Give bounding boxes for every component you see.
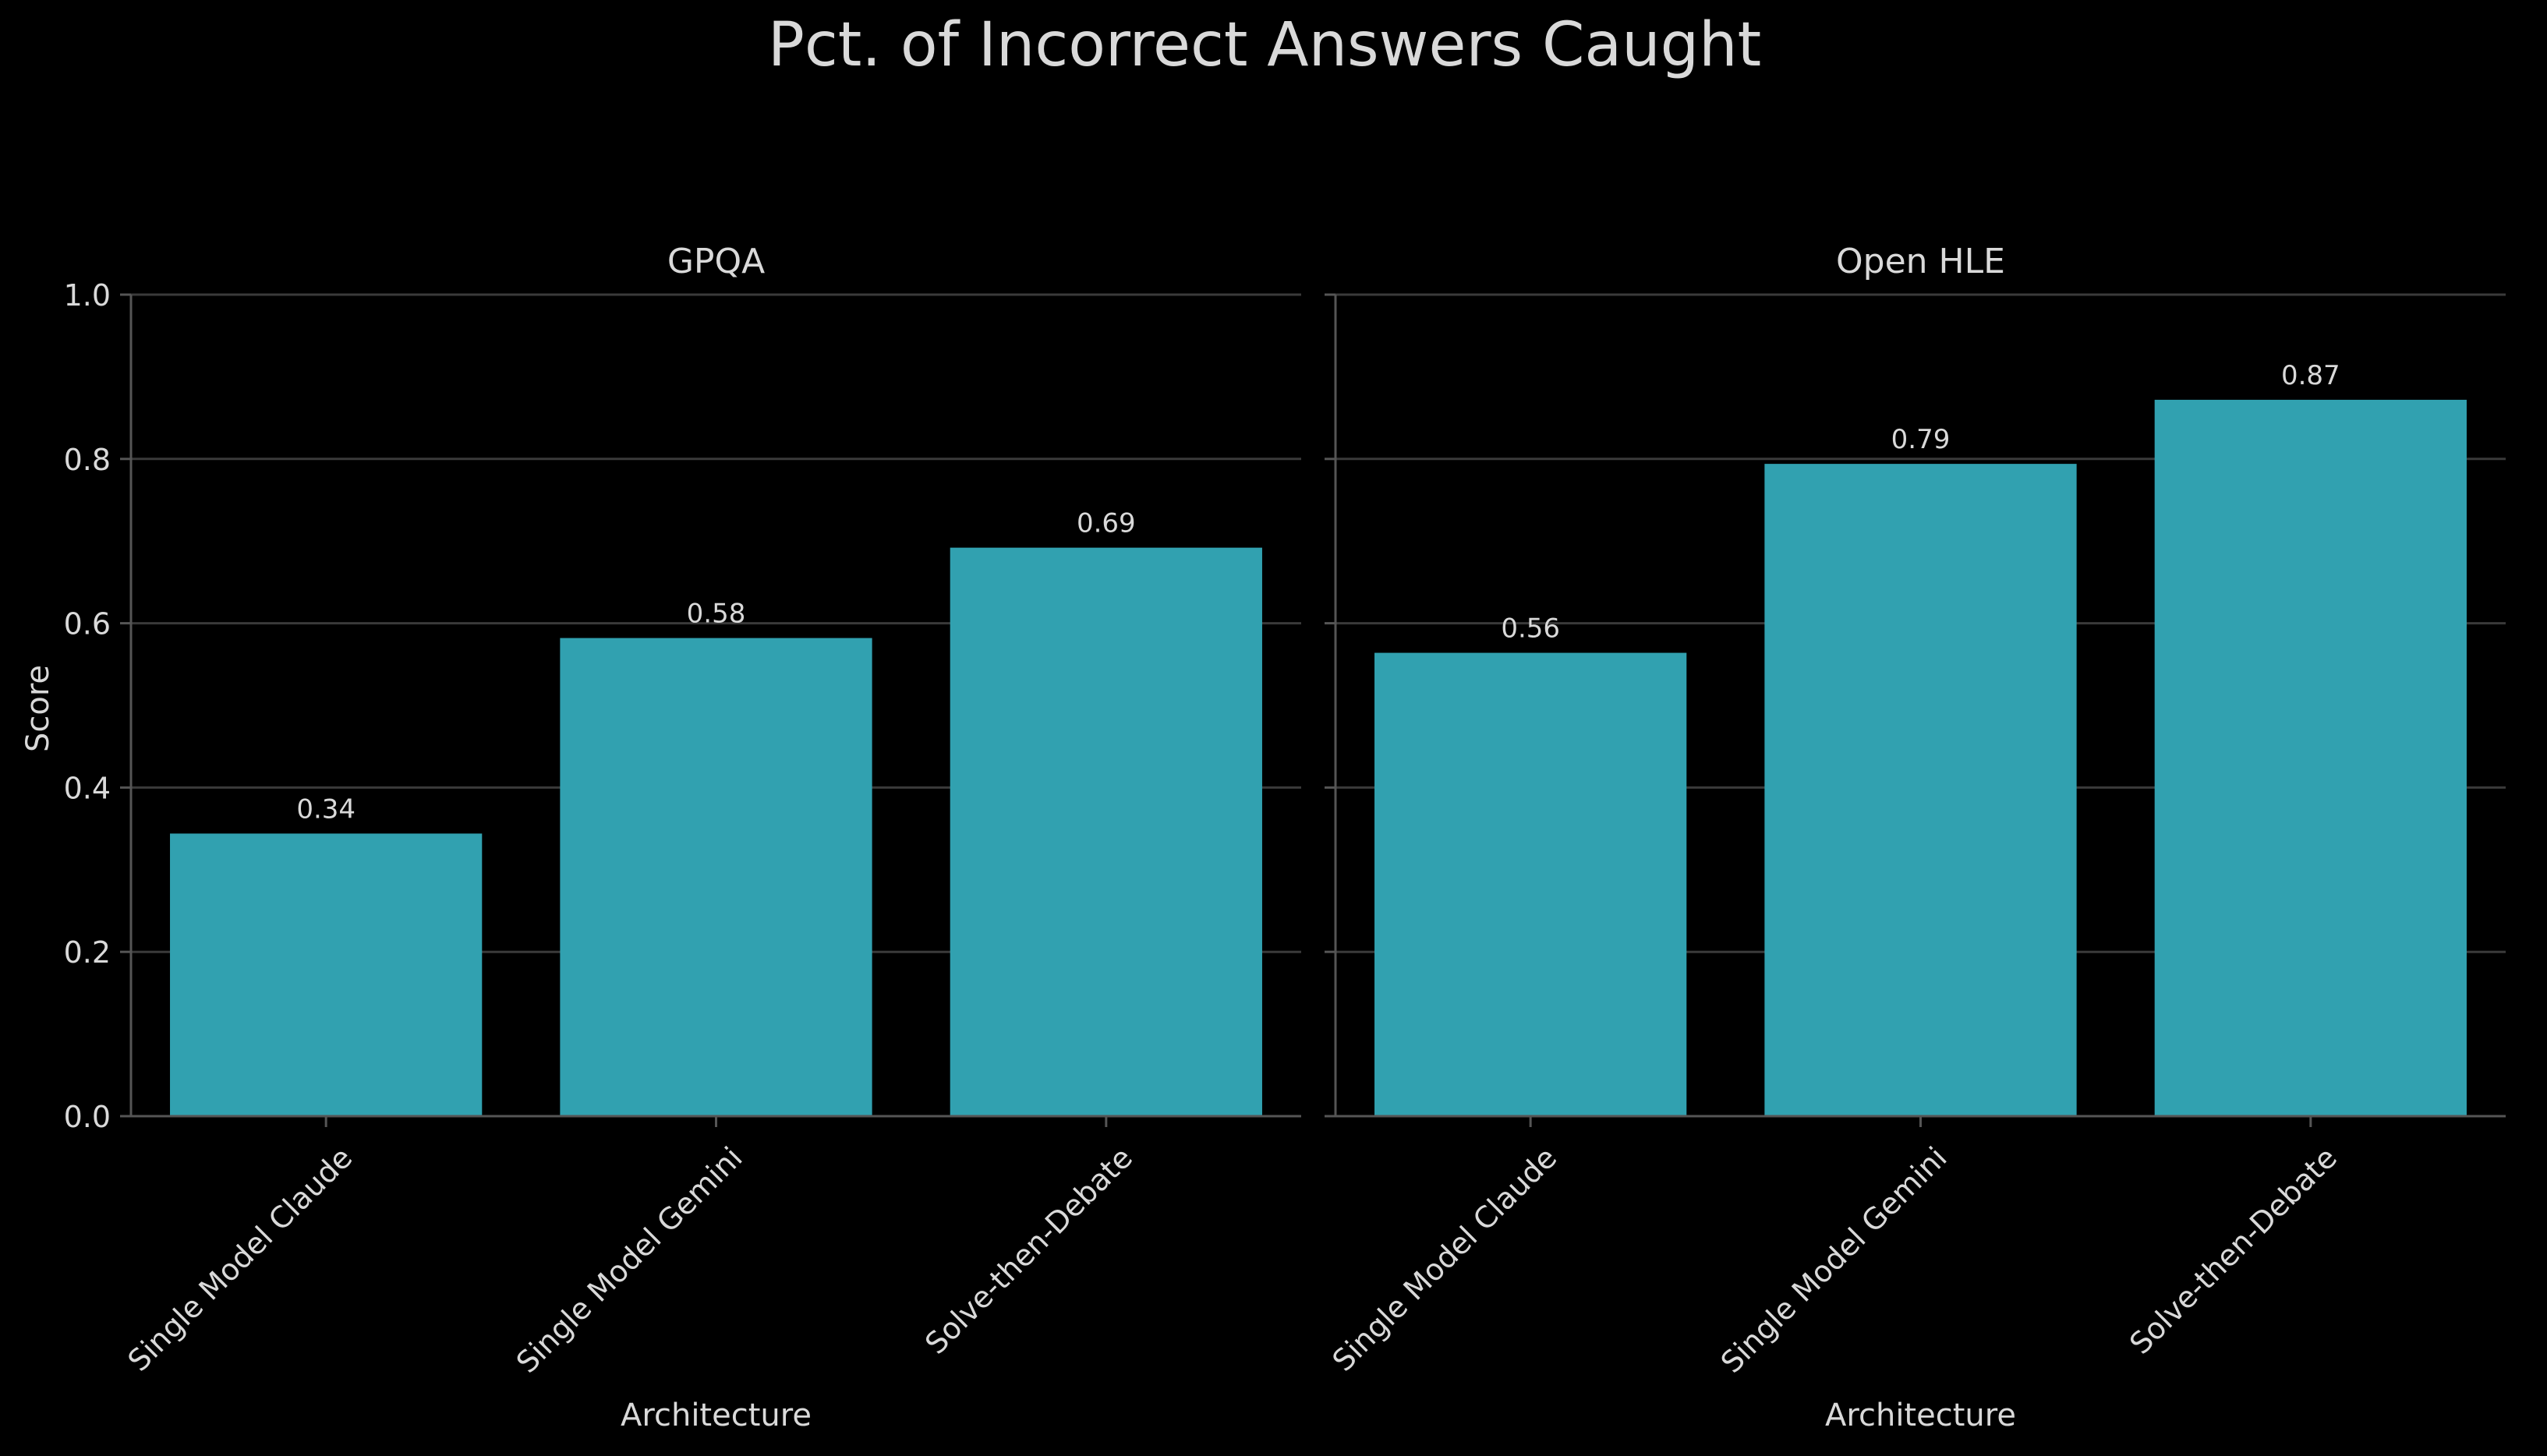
bar-value-label: 0.79 — [1891, 424, 1951, 455]
y-tick-label: 0.4 — [64, 771, 111, 805]
x-axis-label: Architecture — [1825, 1398, 2016, 1433]
x-tick-label: Single Model Claude — [122, 1140, 359, 1378]
panel-gpqa-value-labels: 0.34 0.58 0.69 — [296, 508, 1135, 825]
panel-open-hle-value-labels: 0.56 0.79 0.87 — [1501, 360, 2340, 645]
panel-gpqa-x-ticks: Single Model Claude Single Model Gemini So… — [122, 1116, 1139, 1380]
x-tick-label: Single Model Gemini — [510, 1140, 749, 1380]
x-axis-label: Architecture — [621, 1398, 812, 1433]
panel-title: GPQA — [667, 242, 765, 281]
panel-open-hle: 0.560.790.87 Single Model Claude Single M… — [1325, 242, 2506, 1433]
panel-open-hle-y-ticks — [1325, 293, 1335, 1118]
x-tick-label: Solve-then-Debate — [2123, 1140, 2344, 1361]
bar-value-label: 0.56 — [1501, 613, 1560, 645]
bar — [950, 547, 1262, 1116]
bar-value-label: 0.87 — [2281, 360, 2340, 391]
panel-open-hle-bars — [1374, 399, 2467, 1116]
bar — [560, 638, 872, 1116]
bar — [2154, 399, 2467, 1116]
bar-value-label: 0.58 — [687, 599, 746, 630]
panel-gpqa-y-ticks: 0.0 0.2 0.4 0.6 0.8 1.0 — [64, 278, 131, 1134]
y-tick-label: 0.2 — [64, 935, 111, 970]
bar — [1374, 652, 1687, 1116]
x-tick-label: Single Model Claude — [1326, 1140, 1564, 1378]
y-tick-label: 0.6 — [64, 607, 111, 641]
bar — [170, 833, 483, 1116]
panel-open-hle-x-ticks: Single Model Claude Single Model Gemini So… — [1326, 1116, 2344, 1380]
bar-value-label: 0.69 — [1077, 508, 1136, 539]
y-tick-label: 1.0 — [64, 278, 111, 313]
bar-value-label: 0.34 — [296, 793, 356, 825]
panel-gpqa: 0.34 0.58 0.69 0.0 0.2 0.4 0.6 0.8 1.0 Single M… — [20, 242, 1301, 1433]
panel-gpqa-bars — [170, 547, 1262, 1116]
y-tick-label: 0.0 — [64, 1100, 111, 1134]
figure-title: Pct. of Incorrect Answers Caught — [768, 10, 1761, 80]
y-tick-label: 0.8 — [64, 443, 111, 477]
bar — [1764, 464, 2077, 1116]
x-tick-label: Solve-then-Debate — [918, 1140, 1139, 1361]
panel-title: Open HLE — [1836, 242, 2005, 281]
x-tick-label: Single Model Gemini — [1714, 1140, 1954, 1380]
y-axis-label: Score — [20, 665, 56, 752]
